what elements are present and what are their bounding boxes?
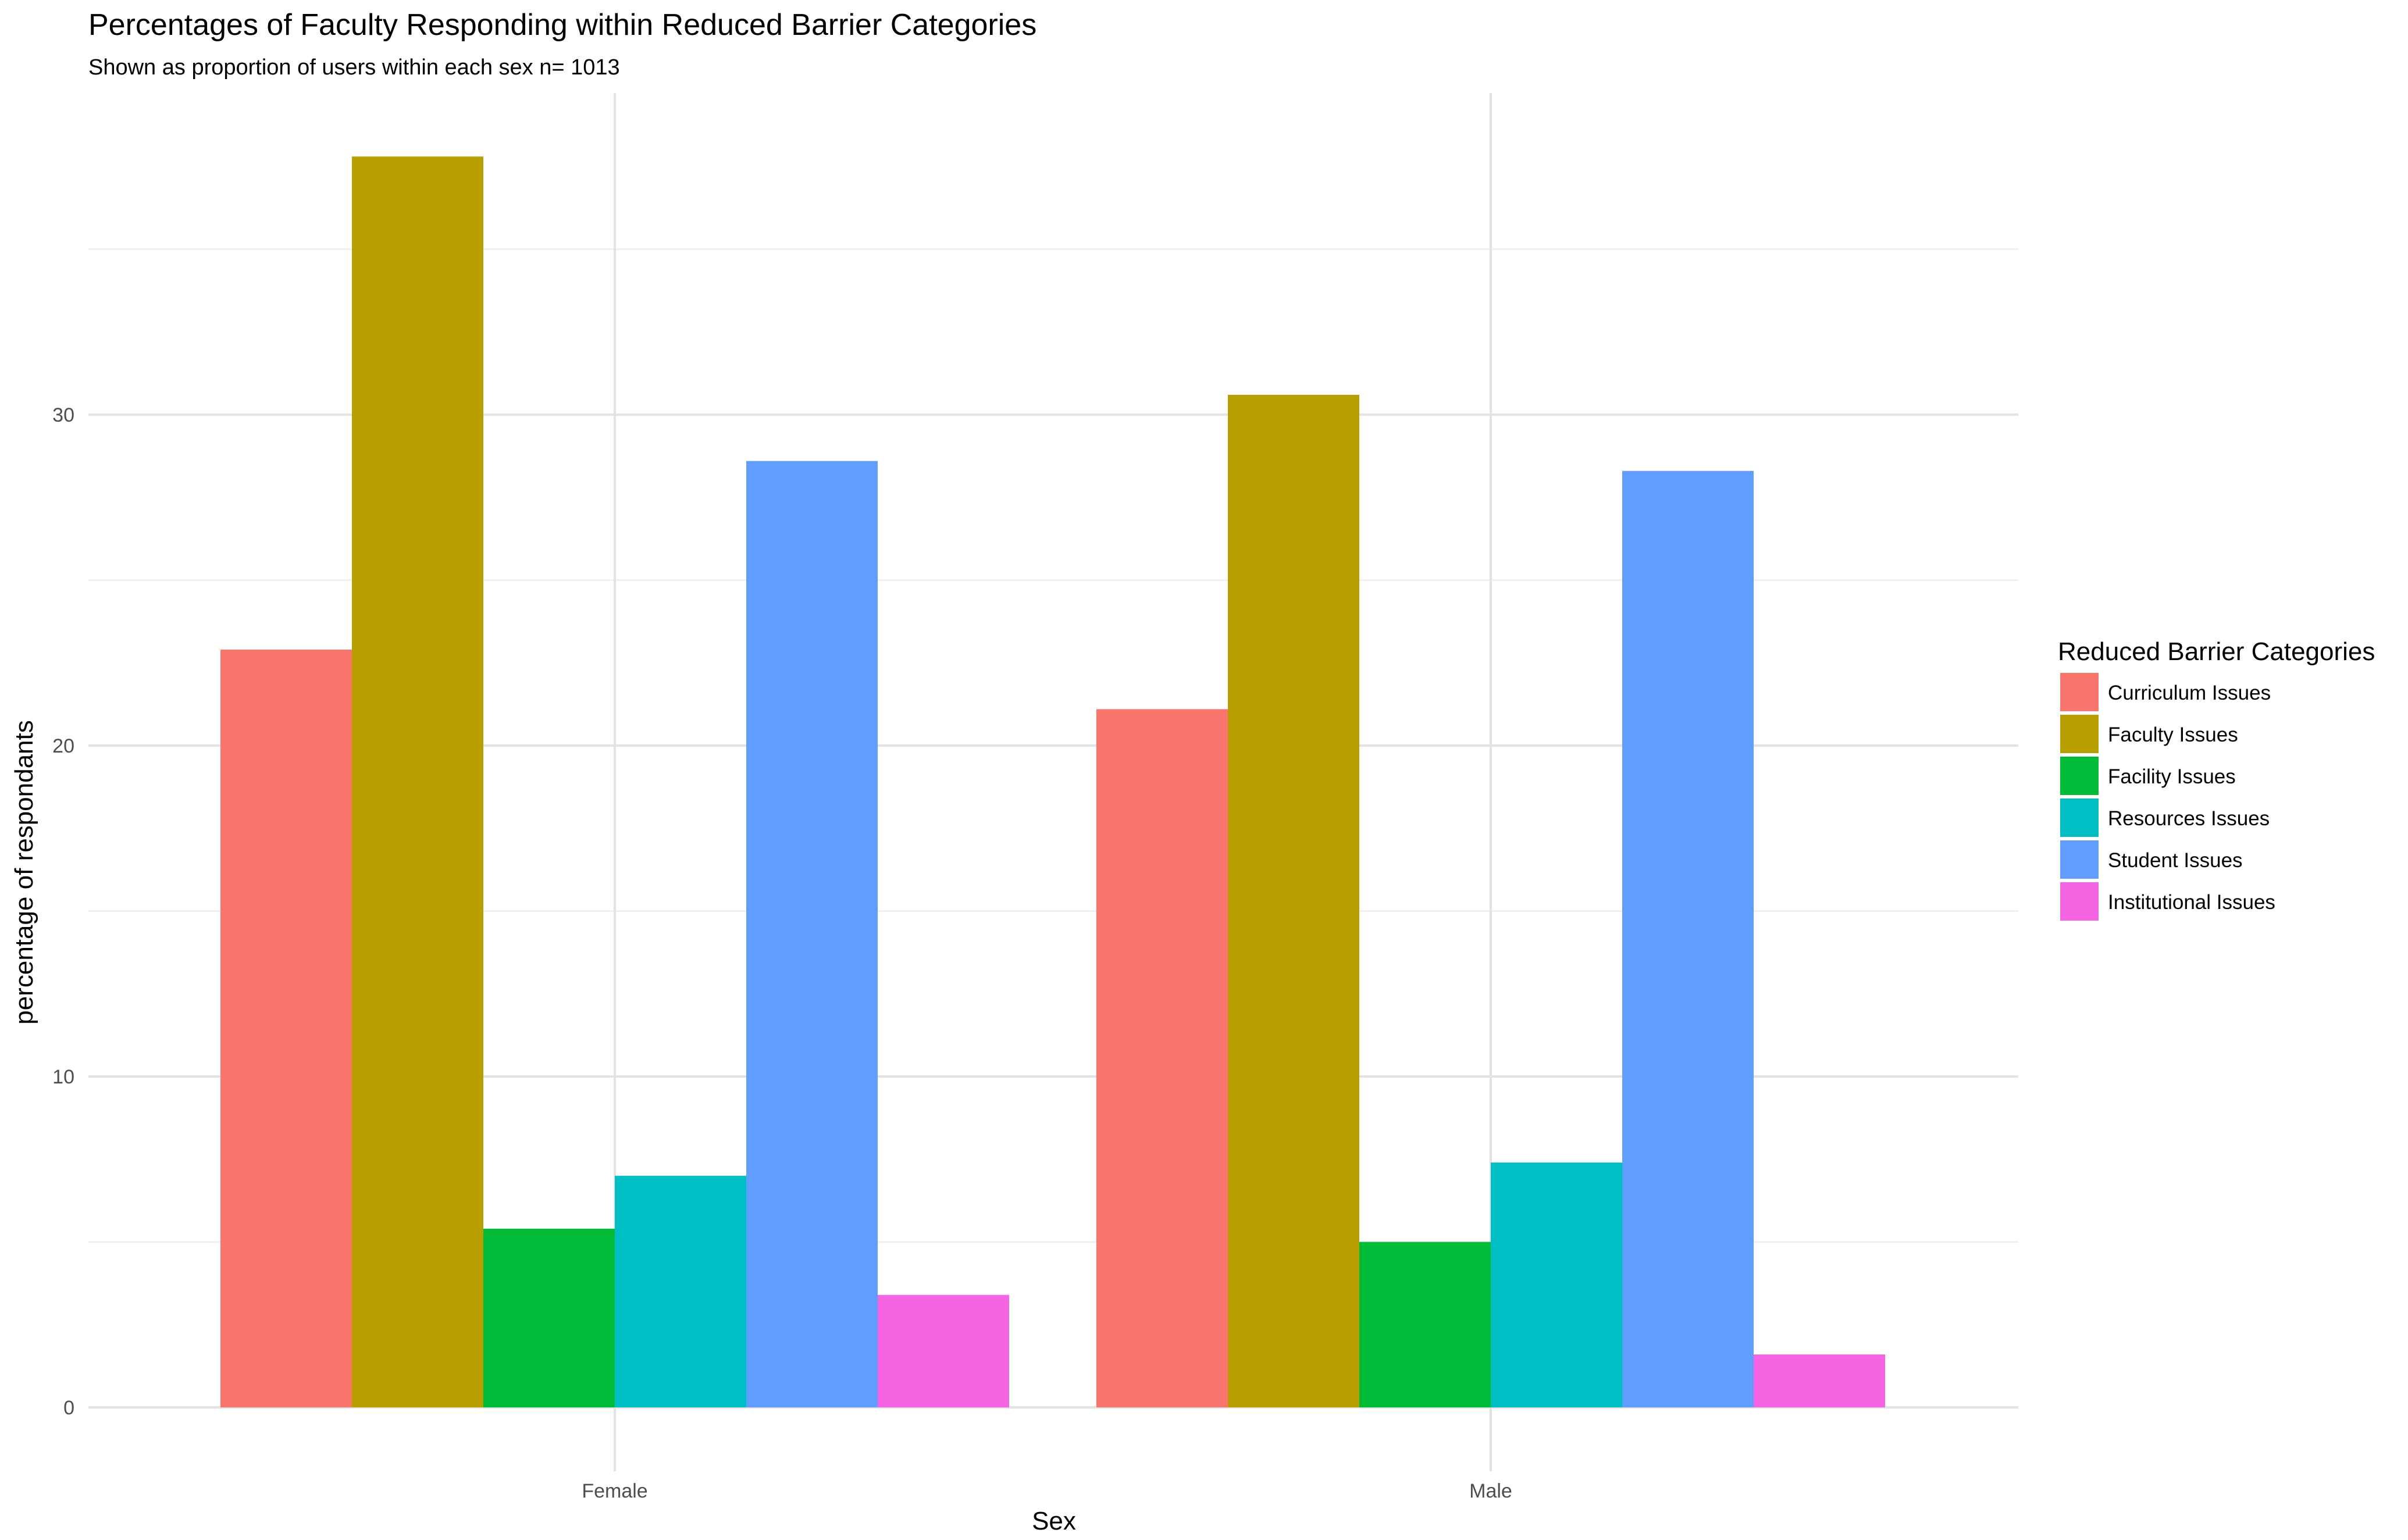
x-tick-label: Female xyxy=(582,1480,647,1502)
bar-resources-issues-female xyxy=(615,1175,746,1407)
legend-label: Curriculum Issues xyxy=(2108,682,2271,704)
bar-student-issues-male xyxy=(1622,470,1754,1407)
axis-ticks: 0 10 20 30 Female Male xyxy=(52,404,1512,1502)
bar-institutional-issues-female xyxy=(878,1295,1009,1407)
legend: Reduced Barrier Categories Curriculum Is… xyxy=(2058,637,2375,921)
bar-curriculum-issues-female xyxy=(220,649,352,1407)
legend-item: Faculty Issues xyxy=(2060,715,2238,753)
legend-swatch xyxy=(2060,882,2099,921)
chart-subtitle: Shown as proportion of users within each… xyxy=(88,55,620,80)
x-axis-title: Sex xyxy=(1032,1507,1076,1535)
legend-item: Resources Issues xyxy=(2060,798,2270,837)
bar-faculty-issues-female xyxy=(352,156,483,1408)
y-tick-label: 30 xyxy=(52,404,74,426)
legend-label: Facility Issues xyxy=(2108,765,2236,788)
bar-student-issues-female xyxy=(746,461,878,1408)
chart-title: Percentages of Faculty Responding within… xyxy=(88,8,1036,42)
bar-resources-issues-male xyxy=(1491,1162,1622,1407)
legend-swatch xyxy=(2060,798,2099,837)
x-tick-label: Male xyxy=(1469,1480,1512,1502)
legend-label: Faculty Issues xyxy=(2108,723,2238,746)
bar-faculty-issues-male xyxy=(1228,394,1359,1407)
legend-swatch xyxy=(2060,715,2099,753)
legend-label: Resources Issues xyxy=(2108,807,2270,830)
legend-item: Curriculum Issues xyxy=(2060,673,2271,711)
y-tick-label: 20 xyxy=(52,735,74,757)
legend-label: Student Issues xyxy=(2108,849,2243,872)
bar-facility-issues-female xyxy=(483,1228,615,1407)
legend-item: Institutional Issues xyxy=(2060,882,2275,921)
legend-swatch xyxy=(2060,673,2099,711)
bar-facility-issues-male xyxy=(1359,1242,1491,1407)
legend-item: Student Issues xyxy=(2060,840,2243,879)
legend-swatch xyxy=(2060,757,2099,795)
y-axis-title: percentage of respondants xyxy=(10,720,38,1025)
y-tick-label: 0 xyxy=(63,1397,74,1419)
y-tick-label: 10 xyxy=(52,1066,74,1088)
bar-institutional-issues-male xyxy=(1754,1354,1885,1407)
legend-item: Facility Issues xyxy=(2060,757,2236,795)
bar-curriculum-issues-male xyxy=(1096,709,1228,1407)
legend-swatch xyxy=(2060,840,2099,879)
bars xyxy=(220,156,1885,1408)
legend-label: Institutional Issues xyxy=(2108,891,2275,914)
legend-title: Reduced Barrier Categories xyxy=(2058,637,2375,666)
